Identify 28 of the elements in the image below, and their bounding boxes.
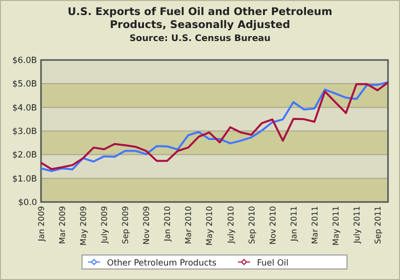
x-tick-label: May 2009 bbox=[79, 206, 88, 246]
x-tick-label: Mar 2011 bbox=[310, 206, 320, 244]
y-tick-label: $0.0 bbox=[18, 198, 37, 208]
x-tick-label: Mar 2010 bbox=[184, 206, 194, 244]
x-tick-label: Nov 2010 bbox=[268, 206, 278, 245]
x-tick-label: Jan 2011 bbox=[289, 206, 298, 242]
chart-title: U.S. Exports of Fuel Oil and Other Petroleum Products, Seasonally Adjusted bbox=[68, 6, 332, 31]
x-tick-label: Jan 2010 bbox=[163, 206, 172, 242]
x-tick-label: Mar 2009 bbox=[58, 206, 68, 244]
x-tick-label: May 2011 bbox=[331, 206, 340, 246]
y-tick-label: $2.0B bbox=[12, 150, 38, 161]
y-tick-label: $6.0B bbox=[12, 56, 38, 66]
x-tick-label: July 2009 bbox=[100, 206, 110, 244]
chart-subtitle: Source: U.S. Census Bureau bbox=[129, 34, 271, 44]
legend-label: Fuel Oil bbox=[257, 258, 289, 268]
x-tick-label: Sep 2009 bbox=[121, 206, 130, 244]
legend-label: Other Petroleum Products bbox=[107, 258, 217, 268]
y-tick-label: $1.0B bbox=[12, 174, 38, 184]
y-tick-label: $5.0B bbox=[12, 80, 38, 90]
x-tick-label: Sep 2010 bbox=[247, 206, 256, 244]
x-tick-label: May 2010 bbox=[205, 206, 214, 246]
x-tick-label: Sep 2011 bbox=[373, 206, 382, 244]
x-tick-label: Jan 2009 bbox=[37, 206, 46, 242]
x-tick-label: July 2011 bbox=[352, 206, 362, 244]
y-tick-label: $4.0B bbox=[12, 103, 38, 114]
x-tick-label: July 2010 bbox=[226, 206, 236, 244]
x-tick-label: Nov 2009 bbox=[142, 206, 152, 245]
y-tick-label: $3.0B bbox=[12, 127, 38, 137]
